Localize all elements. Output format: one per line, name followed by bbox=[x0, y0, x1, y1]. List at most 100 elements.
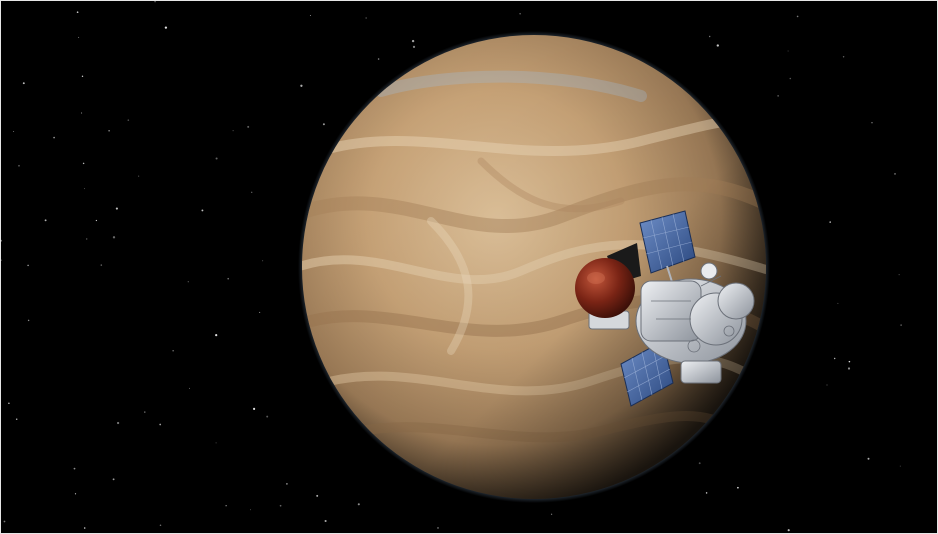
star bbox=[848, 360, 851, 363]
star bbox=[201, 209, 204, 212]
star bbox=[550, 513, 553, 515]
star bbox=[871, 122, 873, 124]
star bbox=[78, 36, 80, 38]
star bbox=[164, 26, 168, 29]
star bbox=[27, 319, 30, 322]
star bbox=[83, 527, 86, 529]
star bbox=[127, 119, 130, 121]
star bbox=[116, 421, 120, 425]
star bbox=[377, 58, 380, 60]
engine-block bbox=[680, 360, 722, 384]
star bbox=[95, 219, 98, 222]
star bbox=[737, 486, 739, 489]
star bbox=[826, 384, 828, 386]
star bbox=[412, 45, 416, 49]
star bbox=[18, 164, 20, 167]
star bbox=[796, 15, 799, 18]
star bbox=[247, 125, 250, 128]
star bbox=[1, 239, 2, 242]
hull-details bbox=[651, 275, 735, 353]
star bbox=[74, 493, 77, 495]
star bbox=[8, 402, 10, 405]
descent-probe bbox=[575, 258, 635, 318]
star bbox=[100, 264, 103, 266]
star bbox=[842, 56, 845, 58]
star bbox=[250, 509, 252, 511]
star bbox=[316, 494, 319, 497]
star bbox=[519, 13, 521, 15]
star-field bbox=[1, 1, 902, 532]
star bbox=[215, 157, 218, 160]
star bbox=[225, 505, 227, 507]
star bbox=[253, 407, 256, 410]
star bbox=[894, 173, 896, 175]
star bbox=[82, 162, 85, 165]
star bbox=[365, 17, 367, 19]
star bbox=[22, 82, 25, 85]
star bbox=[159, 423, 162, 426]
star bbox=[716, 44, 719, 47]
star bbox=[115, 207, 118, 210]
star bbox=[698, 462, 701, 465]
star bbox=[309, 15, 311, 17]
propulsion-tank bbox=[717, 282, 755, 320]
star bbox=[1, 259, 2, 261]
antenna-dish bbox=[700, 262, 718, 280]
star bbox=[789, 77, 792, 80]
star bbox=[154, 1, 156, 3]
star bbox=[300, 84, 303, 87]
star bbox=[27, 264, 29, 267]
star bbox=[705, 492, 708, 494]
star bbox=[286, 483, 288, 485]
star bbox=[899, 465, 901, 467]
star bbox=[777, 95, 779, 97]
star bbox=[138, 175, 140, 177]
star bbox=[187, 281, 189, 283]
star bbox=[324, 519, 327, 523]
star bbox=[900, 324, 902, 326]
star bbox=[159, 524, 162, 527]
star bbox=[108, 130, 110, 132]
star bbox=[847, 367, 851, 370]
star bbox=[787, 50, 789, 52]
star bbox=[829, 221, 831, 223]
star bbox=[53, 136, 55, 139]
star bbox=[44, 219, 47, 222]
star bbox=[172, 350, 174, 352]
star bbox=[437, 526, 439, 529]
spacecraft bbox=[575, 210, 755, 407]
star bbox=[81, 112, 83, 114]
star bbox=[262, 260, 264, 262]
star bbox=[215, 442, 217, 444]
star bbox=[411, 39, 415, 43]
star bbox=[834, 357, 836, 360]
star bbox=[232, 130, 234, 132]
star bbox=[215, 333, 218, 337]
star bbox=[86, 238, 88, 240]
star bbox=[84, 188, 86, 190]
star bbox=[3, 520, 6, 523]
star bbox=[227, 277, 230, 280]
star bbox=[787, 529, 790, 532]
star bbox=[259, 311, 261, 313]
star bbox=[73, 467, 76, 470]
star bbox=[279, 504, 282, 507]
star bbox=[322, 123, 325, 126]
night-shading bbox=[302, 35, 766, 499]
star bbox=[76, 11, 79, 14]
star bbox=[251, 191, 253, 193]
star bbox=[837, 302, 839, 304]
star bbox=[708, 35, 711, 38]
star bbox=[357, 503, 360, 506]
star bbox=[189, 387, 190, 389]
star bbox=[144, 411, 146, 413]
star bbox=[112, 478, 115, 481]
star bbox=[898, 274, 900, 276]
star bbox=[266, 415, 269, 418]
star bbox=[13, 131, 15, 132]
star bbox=[867, 457, 870, 460]
star bbox=[81, 75, 84, 78]
star bbox=[15, 418, 18, 420]
